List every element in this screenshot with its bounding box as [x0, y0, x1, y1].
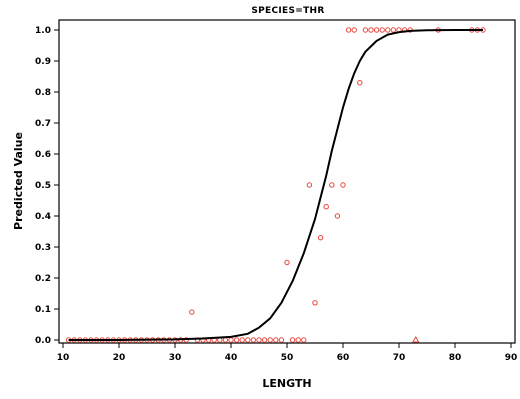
data-point: [250, 337, 257, 343]
x-axis: 10 20 30 40 50 60 70 80 90: [57, 343, 518, 363]
y-axis: 0.0 0.1 0.2 0.3 0.4 0.5 0.6 0.7 0.8 0.9 1.0: [35, 26, 59, 346]
x-tick-label: 80: [449, 353, 462, 363]
fitted-curve-line: [68, 29, 483, 341]
y-tick-label: 0.6: [35, 150, 51, 160]
x-tick-label: 70: [393, 353, 406, 363]
data-point: [189, 309, 195, 315]
x-tick-label: 40: [225, 353, 238, 363]
y-tick-label: 0.4: [35, 212, 51, 222]
data-point: [306, 182, 313, 188]
data-point: [390, 27, 397, 33]
y-tick-label: 0.8: [35, 88, 51, 98]
x-tick-label: 60: [337, 353, 350, 363]
data-point: [245, 337, 251, 343]
data-point: [323, 204, 329, 210]
data-point: [329, 182, 335, 188]
data-point: [351, 27, 357, 33]
y-tick-label: 0.3: [35, 243, 51, 253]
x-tick-label: 90: [505, 353, 518, 363]
y-tick-label: 0.1: [35, 305, 51, 315]
data-point: [284, 259, 290, 266]
data-point: [368, 27, 374, 33]
y-tick-label: 1.0: [35, 26, 51, 36]
plot-frame: [58, 19, 516, 344]
data-point: [385, 27, 391, 33]
x-tick-label: 50: [281, 353, 294, 363]
data-point: [273, 337, 279, 343]
data-point: [379, 27, 385, 33]
data-point-triangle: [412, 335, 420, 343]
data-point: [317, 235, 324, 241]
x-tick-label: 10: [57, 353, 70, 363]
data-point: [340, 182, 346, 188]
data-point: [228, 337, 234, 343]
chart-title: SPECIES=THR: [251, 6, 324, 16]
x-tick-label: 20: [113, 353, 126, 363]
x-axis-label: LENGTH: [262, 377, 311, 390]
x-tick-label: 30: [169, 353, 182, 363]
data-point: [289, 337, 296, 343]
y-tick-label: 0.0: [35, 336, 51, 346]
data-point: [222, 337, 229, 343]
data-point: [334, 213, 341, 219]
data-point: [357, 80, 363, 86]
data-point: [312, 300, 318, 306]
y-axis-label: Predicted Value: [12, 132, 25, 230]
data-point: [345, 27, 352, 33]
data-point: [261, 337, 268, 343]
data-point: [362, 27, 369, 33]
y-tick-label: 0.7: [35, 119, 51, 129]
data-point: [295, 337, 301, 343]
data-point: [267, 337, 273, 343]
y-tick-label: 0.9: [35, 57, 51, 67]
y-tick-label: 0.5: [35, 181, 51, 191]
series-layer: [65, 27, 486, 343]
data-point: [239, 337, 245, 343]
y-tick-label: 0.2: [35, 274, 51, 284]
data-point: [256, 337, 262, 343]
data-point: [373, 27, 380, 33]
data-point: [278, 337, 285, 343]
data-point: [301, 337, 307, 343]
data-point: [233, 337, 240, 343]
